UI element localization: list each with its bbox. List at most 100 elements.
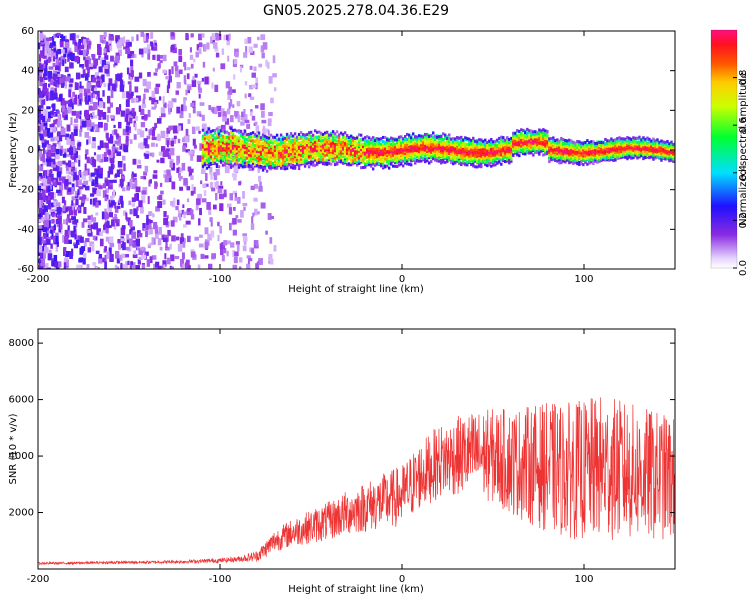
heatmap-cell [96,43,101,48]
heatmap-cell [205,173,208,181]
heatmap-cell [221,128,225,132]
heatmap-cell [134,123,137,131]
heatmap-cell [612,146,615,150]
heatmap-cell [213,136,217,140]
heatmap-cell [614,138,617,142]
heatmap-cell [65,207,68,213]
heatmap-cell [331,130,335,134]
heatmap-cell [46,267,51,269]
heatmap-cell [125,125,129,132]
heatmap-cell [38,87,41,95]
heatmap-cell [56,131,62,138]
heatmap-cell [387,162,391,166]
heatmap-cell [201,150,205,154]
heatmap-cell [592,158,595,162]
heatmap-cell [596,145,599,149]
heatmap-cell [363,152,367,156]
heatmap-cell [448,155,451,159]
heatmap-cell [131,36,134,42]
heatmap-cell [438,153,441,157]
heatmap-cell [78,258,83,263]
heatmap-cell [241,141,245,145]
heatmap-cell [155,206,160,212]
heatmap-cell [254,105,259,109]
heatmap-cell [84,60,89,67]
heatmap-cell [71,110,77,116]
heatmap-cell [538,138,541,142]
heatmap-cell [464,158,467,162]
heatmap-cell [293,138,297,142]
heatmap-cell [213,144,217,148]
heatmap-cell [223,140,227,144]
heatmap-cell [327,139,331,143]
heatmap-cell [518,146,521,150]
heatmap-cell [106,133,109,141]
heatmap-cell [103,155,106,162]
heatmap-cell [508,145,511,149]
heatmap-cell [349,146,353,150]
heatmap-cell [42,83,47,90]
heatmap-cell [198,33,202,41]
heatmap-cell [267,145,271,149]
heatmap-cell [506,148,509,152]
heatmap-cell [500,145,503,149]
heatmap-cell [424,146,427,150]
heatmap-cell [534,130,537,134]
heatmap-cell [248,165,254,172]
heatmap-cell [168,100,174,109]
heatmap-cell [502,136,505,140]
heatmap-cell [204,241,209,249]
heatmap-cell [261,161,265,165]
heatmap-cell [564,142,567,146]
heatmap-cell [373,147,377,151]
heatmap-cell [170,44,175,51]
heatmap-cell [68,218,72,223]
heatmap-cell [341,140,345,144]
heatmap-cell [245,161,249,165]
heatmap-cell [329,155,333,159]
heatmap-cell [62,75,66,83]
heatmap-cell [109,195,114,204]
heatmap-cell [299,135,303,139]
heatmap-cell [73,118,79,123]
heatmap-cell [218,193,224,200]
heatmap-cell [219,134,223,138]
heatmap-cell [361,150,365,154]
heatmap-cell [508,143,511,147]
heatmap-cell [578,146,581,150]
heatmap-cell [169,147,175,156]
heatmap-cell [580,141,583,145]
heatmap-cell [250,109,253,114]
heatmap-cell [524,147,527,151]
heatmap-cell [48,56,52,62]
heatmap-cell [233,144,237,148]
heatmap-cell [145,251,149,256]
heatmap-cell [78,88,83,93]
heatmap-cell [357,152,361,156]
heatmap-cell [504,142,507,146]
heatmap-cell [251,159,255,163]
heatmap-cell [289,143,293,147]
heatmap-cell [402,148,405,152]
heatmap-cell [65,133,70,141]
heatmap-cell [103,152,107,158]
heatmap-cell [337,153,341,157]
heatmap-cell [94,124,100,133]
heatmap-cell [178,168,183,173]
heatmap-cell [544,152,547,156]
heatmap-cell [446,157,449,161]
heatmap-cell [91,85,96,92]
heatmap-cell [103,83,107,88]
heatmap-cell [201,77,205,82]
heatmap-cell [143,114,148,120]
heatmap-cell [111,130,114,136]
heatmap-cell [365,140,369,144]
heatmap-cell [257,150,261,154]
heatmap-cell [594,144,597,148]
heatmap-cell [424,134,427,138]
heatmap-cell [174,255,180,260]
heatmap-cell [269,158,273,162]
heatmap-cell [393,156,397,160]
heatmap-cell [548,152,551,156]
heatmap-cell [220,111,226,115]
